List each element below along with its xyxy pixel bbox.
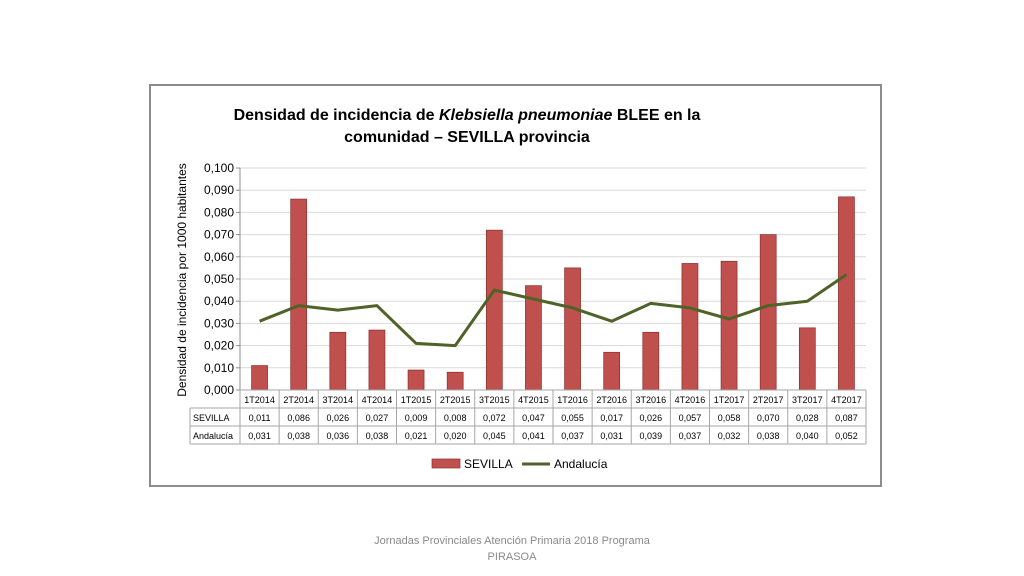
table-value: 0,058 [718, 413, 741, 423]
y-tick-label: 0,080 [204, 205, 234, 219]
x-category-label: 2T2016 [596, 395, 627, 405]
chart-title-line-2: comunidad – SEVILLA provincia [344, 129, 590, 146]
table-value: 0,052 [835, 431, 858, 441]
table-value: 0,031 [248, 431, 271, 441]
y-axis-label: Densidad de incidencia por 1000 habitant… [175, 163, 189, 397]
y-tick-label: 0,100 [204, 161, 234, 175]
table-value: 0,020 [444, 431, 467, 441]
y-tick-label: 0,060 [204, 250, 234, 264]
bar-sevilla [642, 331, 660, 391]
table-value: 0,087 [835, 413, 858, 423]
footer-line-2: PIRASOA [487, 551, 537, 563]
bar-sevilla [407, 369, 425, 391]
y-tick-label: 0,040 [204, 294, 234, 308]
legend-swatch-sevilla [431, 458, 461, 469]
bar-sevilla [564, 267, 581, 391]
x-category-label: 4T2015 [518, 395, 549, 405]
table-value: 0,038 [757, 431, 780, 441]
x-category-label: 2T2015 [440, 395, 471, 405]
table-value: 0,008 [444, 413, 467, 423]
x-category-label: 3T2016 [636, 395, 667, 405]
table-value: 0,045 [483, 431, 506, 441]
bar-sevilla [720, 260, 738, 391]
x-category-label: 1T2014 [244, 395, 275, 405]
table-value: 0,021 [405, 431, 428, 441]
table-value: 0,086 [287, 413, 310, 423]
x-category-label: 2T2017 [753, 395, 784, 405]
table-value: 0,040 [796, 431, 819, 441]
y-tick-label: 0,070 [204, 228, 234, 242]
table-value: 0,038 [287, 431, 310, 441]
x-category-label: 3T2014 [323, 395, 354, 405]
table-value: 0,039 [640, 431, 663, 441]
footer-line-1: Jornadas Provinciales Atención Primaria … [374, 535, 650, 547]
bar-sevilla [603, 351, 621, 391]
y-tick-label: 0,030 [204, 316, 234, 330]
table-value: 0,055 [561, 413, 584, 423]
bar-sevilla [798, 327, 816, 391]
x-category-label: 2T2014 [283, 395, 314, 405]
bar-sevilla [759, 234, 777, 391]
chart-frame: Densidad de incidencia de Klebsiella pne… [149, 84, 882, 487]
line-andalucia [259, 273, 848, 348]
table-value: 0,038 [366, 431, 389, 441]
table-value: 0,028 [796, 413, 819, 423]
x-category-label: 4T2016 [675, 395, 706, 405]
table-value: 0,036 [327, 431, 350, 441]
table-value: 0,032 [718, 431, 741, 441]
bar-sevilla [485, 229, 503, 391]
table-value: 0,072 [483, 413, 506, 423]
table-value: 0,031 [600, 431, 623, 441]
table-series-name: Andalucía [193, 431, 233, 441]
bar-sevilla [329, 331, 347, 391]
table-value: 0,009 [405, 413, 428, 423]
table-value: 0,070 [757, 413, 780, 423]
bar-sevilla [251, 365, 268, 391]
x-category-label: 4T2014 [362, 395, 393, 405]
y-tick-label: 0,050 [204, 272, 234, 286]
x-category-label: 1T2016 [557, 395, 588, 405]
chart-title-line-1: Densidad de incidencia de Klebsiella pne… [234, 107, 701, 124]
table-value: 0,026 [640, 413, 663, 423]
y-tick-label: 0,010 [204, 361, 234, 375]
table-value: 0,037 [561, 431, 584, 441]
bar-sevilla [368, 329, 386, 391]
table-value: 0,017 [600, 413, 623, 423]
legend-label-sevilla: SEVILLA [464, 457, 513, 471]
bar-sevilla [838, 196, 855, 391]
table-value: 0,011 [249, 413, 271, 423]
x-category-label: 4T2017 [831, 395, 862, 405]
bar-sevilla [446, 371, 464, 391]
slide-footer: Jornadas Provinciales Atención Primaria … [352, 533, 672, 565]
bar-sevilla [290, 198, 308, 391]
table-series-name: SEVILLA [193, 413, 230, 423]
table-value: 0,047 [522, 413, 545, 423]
table-value: 0,037 [679, 431, 702, 441]
chart-svg: Densidad de incidencia de Klebsiella pne… [175, 107, 867, 471]
table-value: 0,027 [366, 413, 389, 423]
x-category-label: 1T2017 [714, 395, 745, 405]
x-category-label: 1T2015 [401, 395, 432, 405]
legend-label-andalucia: Andalucía [554, 457, 608, 471]
y-tick-label: 0,090 [204, 183, 234, 197]
table-value: 0,026 [327, 413, 350, 423]
y-tick-label: 0,000 [204, 383, 234, 397]
table-value: 0,057 [679, 413, 702, 423]
bar-sevilla [681, 263, 699, 391]
x-category-label: 3T2015 [479, 395, 510, 405]
x-category-label: 3T2017 [792, 395, 823, 405]
y-tick-label: 0,020 [204, 339, 234, 353]
table-value: 0,041 [522, 431, 545, 441]
